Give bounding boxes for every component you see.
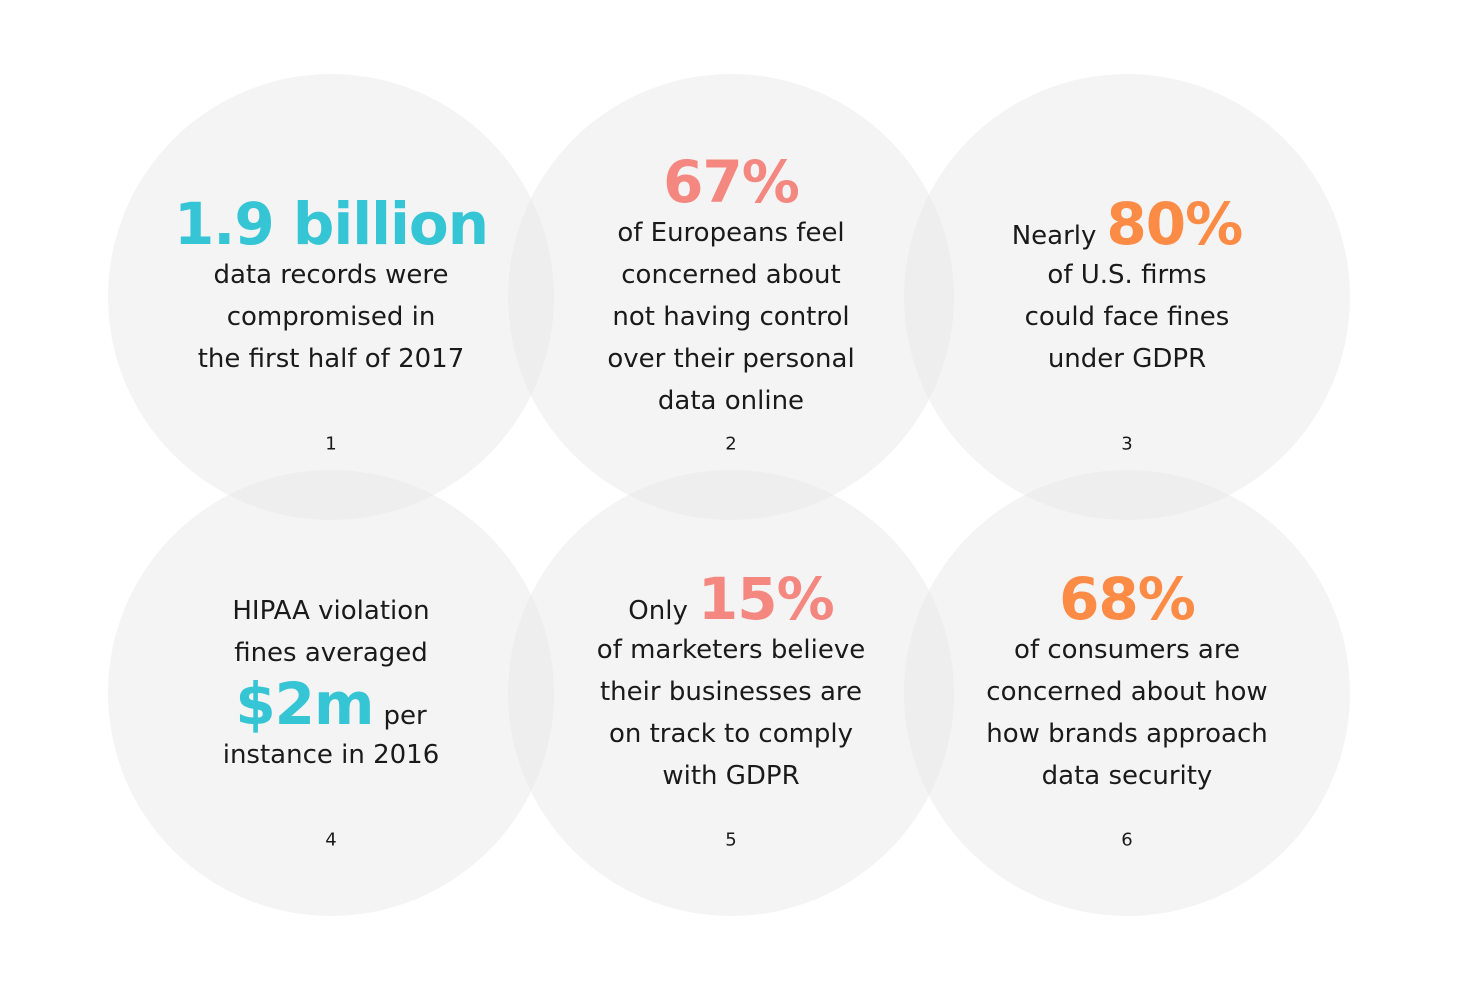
highlight: 80% xyxy=(1106,190,1243,258)
stat-circle xyxy=(508,74,954,520)
text-line: of marketers believe xyxy=(596,635,866,665)
text-line: HIPAA violation xyxy=(232,596,430,626)
text-line: concerned about xyxy=(621,260,841,290)
stat-number: 6 xyxy=(1121,829,1133,851)
stat-text: 67% of Europeans feel concerned about not h… xyxy=(531,152,931,422)
stat-circle xyxy=(508,470,954,916)
highlight: 15% xyxy=(697,565,835,633)
stat-circle xyxy=(108,470,554,916)
stat-circle xyxy=(108,74,554,520)
highlight: $2m xyxy=(235,670,374,738)
text-line: their businesses are xyxy=(599,677,863,707)
text-line: data records were xyxy=(213,260,449,290)
highlight: 68% xyxy=(1059,565,1196,633)
text-line: on track to comply xyxy=(608,719,854,749)
text-line: could face fines xyxy=(1024,302,1230,332)
highlight-row: $2m per xyxy=(235,674,426,734)
text-line: how brands approach xyxy=(986,719,1268,749)
text-line: instance in 2016 xyxy=(222,740,440,770)
highlight: 1.9 billion xyxy=(173,190,489,258)
prefix: Nearly xyxy=(1011,221,1097,251)
highlight-row: Only 15% xyxy=(628,565,835,633)
highlight-row: 1.9 billion xyxy=(173,190,489,258)
text-line: of U.S. firms xyxy=(1047,260,1207,290)
text-line: of consumers are xyxy=(1014,635,1240,665)
stat-text: 68% of consumers are concerned about how ho… xyxy=(927,569,1327,797)
highlight-row: 67% xyxy=(663,148,800,216)
text-line: with GDPR xyxy=(662,761,800,791)
highlight: 67% xyxy=(663,148,800,216)
text-line: compromised in xyxy=(226,302,436,332)
stat-number: 5 xyxy=(725,829,737,851)
text-line: over their personal xyxy=(607,344,855,374)
stat-circle xyxy=(904,470,1350,916)
stat-text: Nearly 80% of U.S. firms could face fines un… xyxy=(927,194,1327,380)
stat-text: Only 15% of marketers believe their busines… xyxy=(531,569,931,797)
text-line: under GDPR xyxy=(1047,344,1207,374)
text-line: data security xyxy=(1041,761,1213,791)
stat-circle xyxy=(904,74,1350,520)
prefix: Only xyxy=(628,596,688,626)
text-line: of Europeans feel xyxy=(617,218,845,248)
stat-text: HIPAA violation fines averaged $2m per insta… xyxy=(131,590,531,776)
text-line: not having control xyxy=(612,302,850,332)
text-line: the first half of 2017 xyxy=(197,344,465,374)
text-line: fines averaged xyxy=(234,638,428,668)
stat-number: 1 xyxy=(325,433,337,455)
stat-text: 1.9 billion data records were compromised … xyxy=(131,194,531,380)
highlight-row: Nearly 80% xyxy=(1011,190,1244,258)
text-line: data online xyxy=(657,386,805,416)
stat-number: 2 xyxy=(725,433,737,455)
stat-number: 4 xyxy=(325,829,337,851)
highlight-row: 68% xyxy=(1059,565,1196,633)
suffix: per xyxy=(383,701,427,731)
stat-number: 3 xyxy=(1121,433,1133,455)
text-line: concerned about how xyxy=(986,677,1268,707)
